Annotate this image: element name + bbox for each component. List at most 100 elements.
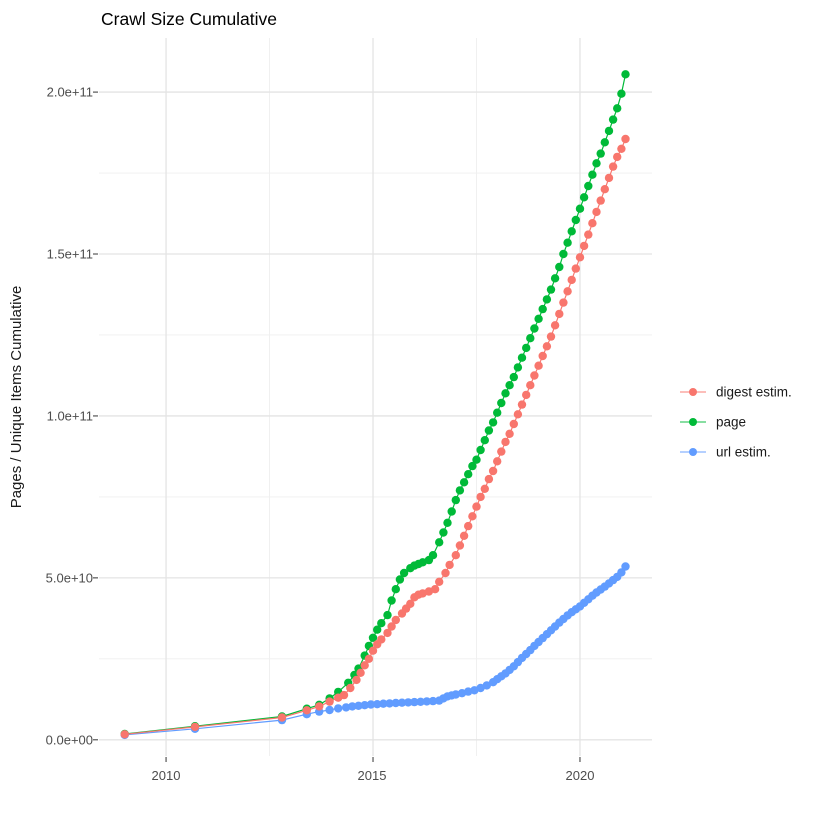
data-point [439,528,448,537]
data-point [513,410,523,419]
legend-label-url-estim: url estim. [716,445,771,460]
data-point [505,429,514,438]
data-point [584,230,593,239]
legend-key-dot [689,388,697,396]
data-point [445,560,454,570]
data-point [509,372,518,382]
data-point [391,698,400,708]
data-point [399,568,409,578]
data-point [596,196,605,205]
data-point [325,697,334,706]
data-point [391,585,400,594]
data-point [613,104,622,113]
data-point [488,466,498,476]
data-point [360,701,369,710]
data-point [472,455,481,464]
data-point [526,381,535,390]
legend-key-dot [689,448,697,456]
data-point [563,238,572,247]
data-point [621,562,630,571]
data-point [451,495,460,505]
data-point [451,551,460,560]
data-point [604,126,614,136]
data-point [464,470,473,479]
data-point [575,253,585,262]
data-point [348,702,357,711]
data-point [391,615,400,625]
data-point [441,568,450,578]
legend: digest estim. page url estim. [680,385,792,460]
x-axis-tick-labels: 2010 2015 2020 [152,768,595,783]
data-point [550,321,560,330]
y-tick-label: 5.0e+10 [46,571,93,586]
data-point [488,418,498,427]
data-series [120,70,630,740]
data-point [368,646,378,655]
data-point [428,696,438,706]
data-point [621,134,630,144]
data-point [373,625,382,634]
data-point [447,507,456,516]
x-tick-label: 2010 [152,768,181,783]
data-point [435,577,444,586]
data-point [459,478,469,487]
data-point [404,698,413,707]
data-point [509,419,518,429]
data-point [455,541,465,550]
data-point [559,249,568,259]
data-point [120,730,129,739]
y-axis-tick-labels: 0.0e+00 5.0e+10 1.0e+11 1.5e+11 2.0e+11 [46,85,93,748]
data-point [352,675,361,685]
data-point [567,227,576,236]
y-tick-label: 1.0e+11 [47,409,93,424]
data-point [608,115,618,124]
series-digest-estim [120,134,630,739]
data-point [555,262,564,272]
data-point [459,531,469,540]
data-point [397,698,407,707]
data-point [377,635,386,644]
data-point [617,89,626,98]
data-point [476,492,485,502]
data-point [513,363,523,372]
data-point [555,309,564,319]
y-tick-label: 0.0e+00 [46,733,93,748]
data-point [588,170,597,179]
data-point [366,700,376,709]
data-point [325,705,334,715]
data-point [530,324,539,333]
axis-tick-marks [93,91,581,762]
data-point [575,204,585,213]
data-point [493,408,502,417]
data-point [592,159,601,168]
y-tick-label: 2.0e+11 [47,85,93,100]
data-point [584,181,593,191]
data-point [360,661,369,670]
data-point [315,702,324,711]
data-point [571,215,580,225]
data-point [497,447,506,456]
data-point [579,193,589,202]
data-point [468,461,477,471]
data-point [364,654,374,663]
data-point [334,704,343,713]
data-point [621,70,630,79]
data-point [339,690,349,700]
data-point [592,207,601,217]
x-tick-label: 2015 [358,768,387,783]
data-point [385,699,394,708]
data-point [383,610,392,620]
data-point [530,371,539,380]
data-point [476,445,485,455]
data-point [377,619,386,628]
y-axis-title: Pages / Unique Items Cumulative [8,286,25,509]
data-point [546,332,556,341]
legend-key-3 [680,448,706,456]
data-point [567,275,576,285]
data-point [571,264,580,273]
data-point [455,486,465,495]
series-url-estim [120,562,630,740]
data-point [387,622,396,631]
data-point [522,343,531,353]
data-point [493,457,502,466]
